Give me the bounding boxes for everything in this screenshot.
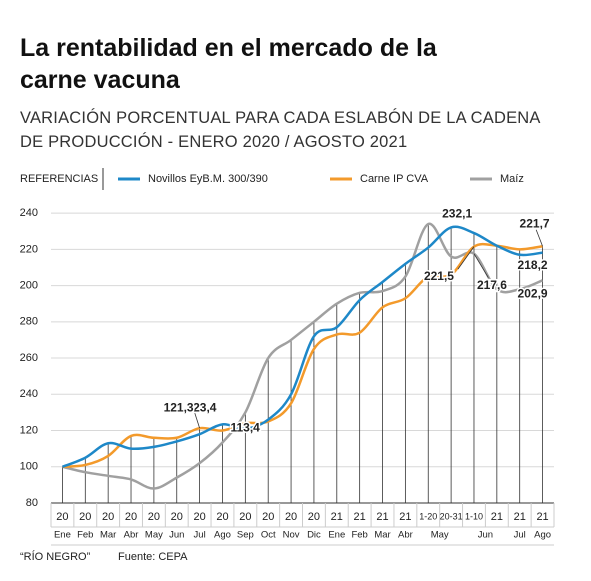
data-label: 221,7 (520, 216, 550, 230)
x-tick-label: 20 (239, 511, 251, 523)
data-label: 121,3 (164, 400, 194, 414)
x-tick-label: 21 (331, 511, 343, 523)
series-line (62, 242, 543, 469)
x-month-label: Abr (398, 530, 413, 541)
x-month-label: Abr (124, 530, 139, 541)
x-tick-label: 20 (56, 511, 68, 523)
label-leader (194, 413, 200, 429)
x-month-label: Nov (283, 530, 300, 541)
footer-credit: “RÍO NEGRO” (20, 550, 91, 563)
x-month-label: Dic (307, 530, 321, 541)
x-tick-label: 20 (285, 511, 297, 523)
x-tick-label: 20 (79, 511, 91, 523)
y-tick-label: 240 (20, 388, 38, 400)
series-line (61, 225, 543, 468)
legend-label: Maíz (500, 173, 524, 185)
y-tick-label: 80 (26, 497, 38, 509)
x-tick-label: 20 (125, 511, 137, 523)
y-tick-label: 260 (20, 352, 38, 364)
x-month-label: Ene (54, 530, 71, 541)
footer-source: Fuente: CEPA (118, 551, 188, 563)
series-line (62, 222, 544, 490)
x-tick-label: 20 (262, 511, 274, 523)
legend-label: Carne IP CVA (360, 173, 429, 185)
y-tick-label: 240 (20, 207, 38, 219)
x-month-label: Jun (478, 530, 493, 541)
x-month-label: Jul (194, 530, 206, 541)
data-label: 123,4 (186, 401, 216, 415)
x-tick-label: 20-31 (440, 511, 463, 521)
label-leader (457, 246, 475, 270)
x-tick-label: 1-10 (465, 511, 483, 521)
x-month-label: Ene (328, 530, 345, 541)
x-tick-label: 21 (536, 511, 548, 523)
label-leader (473, 253, 489, 278)
y-tick-label: 220 (20, 243, 38, 255)
legend-title: REFERENCIAS (20, 173, 98, 185)
y-tick-label: 120 (20, 424, 38, 436)
x-month-label: May (431, 530, 449, 541)
chart-title: La rentabilidad en el mercado de la carn… (20, 34, 437, 94)
chart-subtitle: VARIACIÓN PORCENTUAL PARA CADA ESLABÓN D… (20, 109, 540, 151)
data-label: 232,1 (442, 207, 472, 221)
data-label: 217,6 (477, 278, 507, 292)
x-month-label: May (145, 530, 163, 541)
x-tick-label: 20 (308, 511, 320, 523)
x-month-label: Feb (77, 530, 93, 541)
x-tick-label: 21 (376, 511, 388, 523)
x-month-label: Ago (214, 530, 231, 541)
x-tick-label: 20 (193, 511, 205, 523)
x-month-label: Sep (237, 530, 254, 541)
x-tick-label: 21 (399, 511, 411, 523)
x-tick-label: 20 (148, 511, 160, 523)
x-tick-label: 21 (491, 511, 503, 523)
x-month-label: Mar (374, 530, 390, 541)
x-month-label: Ago (534, 530, 551, 541)
x-month-label: Jul (514, 530, 526, 541)
data-label: 221,5 (424, 269, 454, 283)
y-tick-label: 200 (20, 279, 38, 291)
y-tick-label: 280 (20, 316, 38, 328)
x-tick-label: 21 (514, 511, 526, 523)
data-label: 202,9 (518, 287, 548, 301)
x-tick-label: 20 (216, 511, 228, 523)
x-tick-label: 20 (171, 511, 183, 523)
x-tick-label: 1-20 (419, 511, 437, 521)
y-tick-label: 100 (20, 461, 38, 473)
x-month-label: Jun (169, 530, 184, 541)
x-month-label: Oct (261, 530, 276, 541)
x-month-label: Feb (351, 530, 367, 541)
data-label: 113,4 (230, 421, 260, 435)
legend-label: Novillos EyB.M. 300/390 (148, 173, 268, 185)
x-tick-label: 20 (102, 511, 114, 523)
x-tick-label: 21 (354, 511, 366, 523)
x-month-label: Mar (100, 530, 116, 541)
label-leader (535, 229, 543, 247)
data-label: 218,2 (518, 258, 548, 272)
